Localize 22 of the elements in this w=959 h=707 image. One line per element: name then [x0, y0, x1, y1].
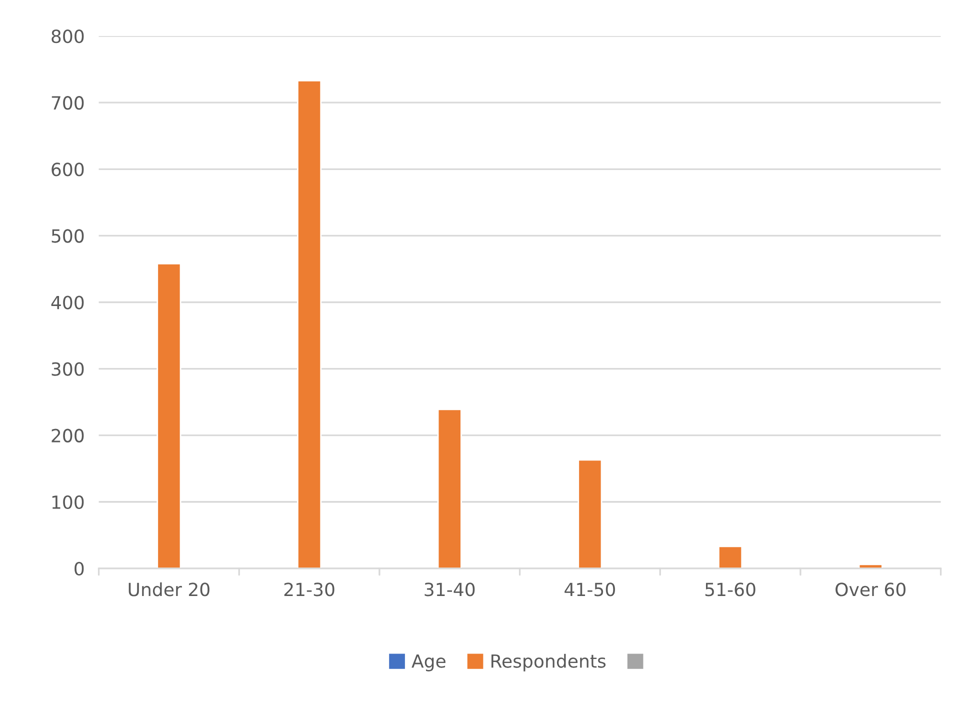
bar	[297, 80, 322, 568]
x-tick-label: 21-30	[284, 582, 334, 596]
legend-label: Respondents	[491, 654, 606, 672]
y-tick-label: 0	[74, 562, 84, 576]
x-tick-label: 51-60	[705, 582, 756, 596]
y-tick-label: 300	[52, 362, 84, 376]
legend-label: Age	[412, 654, 446, 672]
x-tick-label: 41-50	[564, 582, 615, 596]
y-tick-label: 700	[52, 96, 84, 110]
x-tick-label: Under 20	[128, 582, 210, 596]
y-tick-label: 600	[52, 162, 84, 176]
x-tick-label: Over 60	[836, 582, 906, 596]
y-tick-label: 100	[52, 495, 84, 509]
y-tick-label: 400	[51, 296, 84, 310]
bar	[578, 459, 602, 568]
y-tick-label: 800	[52, 30, 84, 44]
bar	[156, 262, 182, 568]
bar	[718, 546, 743, 568]
bar	[437, 408, 462, 568]
y-tick-label: 200	[52, 428, 84, 442]
y-tick-label: 500	[52, 229, 84, 243]
x-tick-label: 31-40	[424, 582, 475, 596]
